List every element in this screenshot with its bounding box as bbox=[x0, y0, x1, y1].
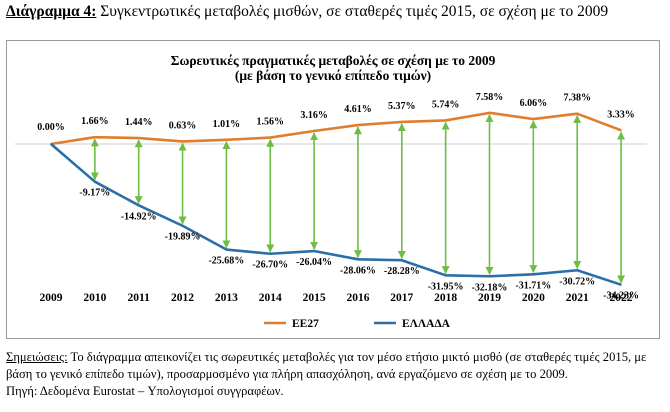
data-point bbox=[576, 112, 578, 115]
data-point bbox=[488, 112, 491, 114]
x-tick-label: 2018 bbox=[434, 292, 457, 304]
caption-text: Συγκεντρωτικές μεταβολές μισθών, σε σταθ… bbox=[96, 3, 609, 20]
caption-label: Διάγραμμα 4: bbox=[6, 3, 97, 20]
data-point bbox=[94, 180, 96, 183]
greece-data-label: -28.28% bbox=[384, 266, 420, 277]
greece-data-label: -14.92% bbox=[121, 211, 157, 222]
series-line-eu27 bbox=[50, 111, 622, 146]
eu27-data-label: 3.16% bbox=[300, 110, 328, 121]
eu27-data-label: 7.58% bbox=[476, 92, 504, 103]
x-tick-label: 2011 bbox=[128, 292, 151, 304]
data-point bbox=[357, 124, 359, 126]
greece-data-label: -26.04% bbox=[296, 257, 332, 268]
data-point bbox=[94, 136, 96, 138]
eu27-data-label: 3.33% bbox=[607, 109, 635, 120]
data-point bbox=[532, 118, 535, 120]
eu27-data-label: 6.06% bbox=[520, 98, 548, 109]
source-note: Πηγή: Δεδομένα Eurostat – Υπολογισμοί συ… bbox=[6, 384, 284, 398]
data-point bbox=[488, 275, 491, 278]
data-point bbox=[50, 143, 52, 145]
data-point bbox=[137, 137, 140, 139]
greece-data-label: -28.06% bbox=[340, 265, 376, 276]
data-point bbox=[444, 274, 447, 277]
greece-data-label: -19.89% bbox=[165, 232, 201, 243]
eu27-data-label: 1.56% bbox=[257, 117, 285, 128]
notes-block: Σημειώσεις: Το διάγραμμα απεικονίζει τις… bbox=[6, 349, 658, 400]
x-axis-tick-labels: 2009 2010 2011 2012 2013 2014 2015 2016 2017 2018… bbox=[40, 292, 633, 304]
legend-label: ΕΛΛΑΔΑ bbox=[402, 318, 451, 330]
x-tick-label: 2017 bbox=[390, 292, 413, 304]
x-tick-label: 2009 bbox=[40, 292, 63, 304]
greece-data-label: -30.72% bbox=[559, 276, 595, 287]
data-point bbox=[532, 273, 535, 276]
greece-data-label: -26.70% bbox=[252, 260, 288, 271]
eu27-data-label: 0.00% bbox=[37, 122, 65, 133]
data-point bbox=[313, 250, 315, 252]
chart-title: Σωρευτικές πραγματικές μεταβολές σε σχέσ… bbox=[171, 53, 496, 68]
greece-data-label: -32.18% bbox=[472, 282, 508, 293]
chart-subtitle: (με βάση το γενικό επίπεδο τιμών) bbox=[235, 68, 431, 83]
data-point bbox=[269, 252, 272, 255]
gap-arrows bbox=[90, 114, 626, 284]
data-point bbox=[401, 259, 403, 262]
notes-text: Το διάγραμμα απεικονίζει τις σωρευτικές … bbox=[6, 350, 647, 381]
line-chart: Σωρευτικές πραγματικές μεταβολές σε σχέσ… bbox=[15, 53, 647, 330]
data-point bbox=[576, 269, 578, 272]
greece-data-label: -31.71% bbox=[515, 280, 551, 291]
notes-paragraph: Σημειώσεις: Το διάγραμμα απεικονίζει τις… bbox=[6, 349, 658, 383]
x-tick-label: 2022 bbox=[610, 292, 633, 304]
greece-data-label: -9.17% bbox=[79, 188, 110, 199]
chart-legend: ΕΕ27 ΕΛΛΑΔΑ bbox=[264, 318, 451, 330]
x-tick-label: 2016 bbox=[346, 292, 369, 304]
figure-caption: Διάγραμμα 4: Συγκεντρωτικές μεταβολές μι… bbox=[6, 3, 608, 21]
greece-data-label: -34.23% bbox=[603, 291, 639, 302]
x-tick-label: 2015 bbox=[303, 292, 326, 304]
chart-frame: Σωρευτικές πραγματικές μεταβολές σε σχέσ… bbox=[6, 40, 660, 339]
data-point bbox=[181, 140, 184, 143]
data-point bbox=[137, 204, 140, 207]
greece-data-label: -25.68% bbox=[208, 256, 244, 267]
data-point bbox=[225, 248, 228, 251]
data-point bbox=[620, 283, 622, 286]
series-line-greece bbox=[50, 143, 622, 286]
eu27-data-label: 1.01% bbox=[213, 119, 241, 130]
eu27-data-label: 1.66% bbox=[81, 116, 109, 127]
x-tick-label: 2012 bbox=[171, 292, 194, 304]
data-point bbox=[313, 130, 315, 132]
notes-label: Σημειώσεις: bbox=[6, 350, 68, 364]
x-tick-label: 2021 bbox=[566, 292, 589, 304]
eu27-data-label: 4.61% bbox=[344, 104, 372, 115]
data-point bbox=[620, 129, 622, 132]
x-tick-label: 2010 bbox=[83, 292, 106, 304]
data-point bbox=[444, 119, 447, 122]
x-tick-label: 2014 bbox=[259, 292, 282, 304]
legend-label: ΕΕ27 bbox=[292, 318, 319, 330]
eu27-data-label: 5.74% bbox=[432, 99, 460, 110]
data-point bbox=[225, 139, 228, 141]
data-labels: 0.00% 1.66% 1.44% 0.63% 1.01% 1.56% 3.16% 4.61%… bbox=[37, 92, 639, 302]
series-lines bbox=[50, 111, 622, 286]
data-point bbox=[181, 224, 184, 227]
eu27-data-label: 5.37% bbox=[388, 101, 416, 112]
data-point bbox=[357, 258, 359, 261]
x-tick-label: 2020 bbox=[522, 292, 545, 304]
eu27-data-label: 0.63% bbox=[169, 120, 197, 131]
greece-data-label: -31.95% bbox=[428, 281, 464, 292]
data-point bbox=[269, 136, 272, 139]
eu27-data-label: 1.44% bbox=[125, 117, 153, 128]
x-tick-label: 2019 bbox=[478, 292, 501, 304]
eu27-data-label: 7.38% bbox=[563, 93, 591, 104]
x-tick-label: 2013 bbox=[215, 292, 238, 304]
data-point bbox=[401, 121, 403, 123]
